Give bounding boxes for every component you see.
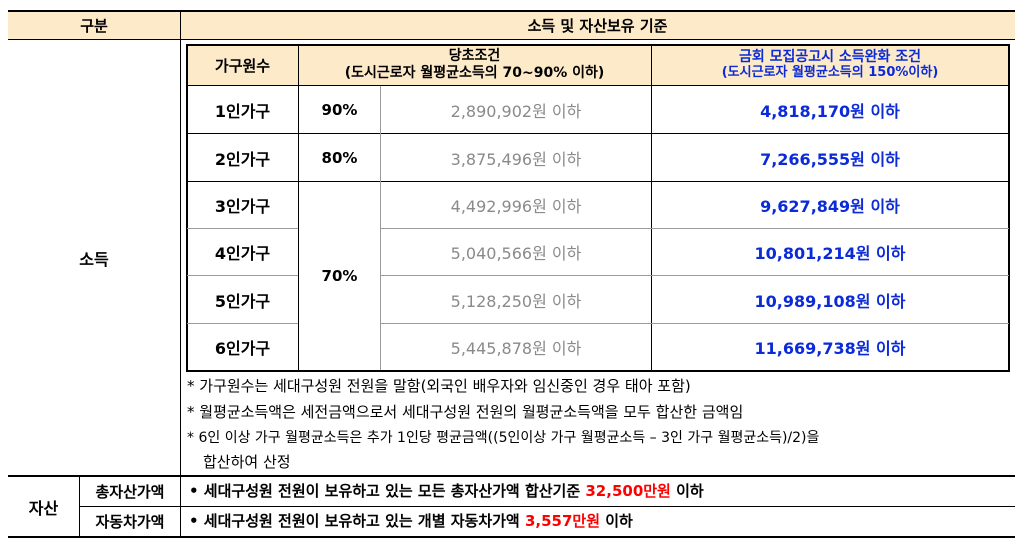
header-criteria-cell: 소득 및 자산보유 기준 [180,11,1015,39]
income-label-cell: 소득 [8,40,180,475]
table-row: 4인가구 [214,244,271,263]
relaxed-value: 4,818,170원 이하 [760,101,900,121]
original-value: 4,492,996원 이하 [450,197,582,216]
percent-80: 80% [321,148,358,167]
original-value: 5,128,250원 이하 [450,291,582,311]
note-2: * 월평균소득액은 세전금액으로서 세대구성원 전원의 월평균소득액을 모두 합… [187,403,744,421]
relaxed-value: 10,801,214원 이하 [754,244,906,263]
header-category: 구분 [80,16,108,35]
total-assets-description: • 세대구성원 전원이 보유하고 있는 모든 총자산가액 합산기준 32,500… [189,482,704,500]
relaxed-value: 9,627,849원 이하 [760,197,900,216]
car-value-label: 자동차가액 [95,513,165,531]
relaxed-value: 7,266,555원 이하 [760,149,900,169]
car-value-description: • 세대구성원 전원이 보유하고 있는 개별 자동차가액 3,557만원 이하 [189,512,633,530]
header-criteria: 소득 및 자산보유 기준 [527,16,668,35]
th-household: 가구원수 [187,45,298,85]
original-value: 2,890,902원 이하 [450,101,582,121]
relaxed-value: 11,669,738원 이하 [754,339,906,358]
original-value: 3,875,496원 이하 [450,149,582,169]
total-assets-label: 총자산가액 [95,483,165,501]
percent-70: 70% [321,267,358,285]
relaxed-value: 10,989,108원 이하 [754,291,906,311]
income-label: 소득 [79,249,109,269]
table-row: 6인가구 [214,339,271,358]
total-assets-label-cell: 총자산가액 [80,477,180,506]
table-row: 5인가구 [214,291,271,311]
car-value-label-cell: 자동차가액 [80,507,180,536]
percent-90: 90% [321,100,358,119]
total-assets-amount: 32,500만원 [585,482,671,500]
note-4: 합산하여 산정 [203,453,291,471]
table-row: 1인가구 [214,101,271,121]
original-value: 5,040,566원 이하 [450,244,582,263]
assets-label: 자산 [28,498,59,518]
th-relaxed: 금회 모집공고시 소득완화 조건 (도시근로자 월평균소득의 150%이하) [651,45,1009,85]
car-value-amount: 3,557만원 [524,512,600,530]
th-original: 당초조건 (도시근로자 월평균소득의 70~90% 이하) [298,45,651,85]
original-value: 5,445,878원 이하 [450,339,582,358]
note-3: * 6인 이상 가구 월평균소득은 추가 1인당 평균금액((5인이상 가구 월… [187,430,820,446]
header-category-cell: 구분 [8,11,180,39]
table-row: 3인가구 [214,197,271,216]
assets-label-cell: 자산 [8,477,79,536]
table-row: 2인가구 [214,149,271,169]
note-1: * 가구원수는 세대구성원 전원을 말함(외국인 배우자와 임신중인 경우 태아… [187,377,691,395]
